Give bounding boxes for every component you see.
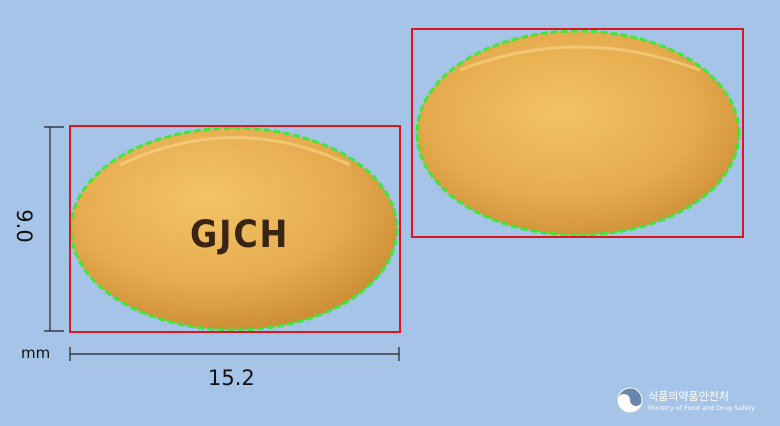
pill-front-bounding-box xyxy=(69,125,401,333)
unit-label: mm xyxy=(21,344,51,362)
pill-imprint-text: GJCH xyxy=(190,213,290,256)
ministry-name-english: Ministry of Food and Drug Safety xyxy=(648,404,755,412)
pill-back-bounding-box xyxy=(411,28,744,238)
height-dimension-line xyxy=(44,126,64,332)
length-dimension-line xyxy=(69,347,400,361)
pill-back xyxy=(415,29,741,237)
width-label: 9.0 xyxy=(12,209,36,243)
ministry-emblem-icon xyxy=(617,387,643,413)
length-label: 15.2 xyxy=(208,366,255,390)
pill-front xyxy=(69,126,399,332)
ministry-name-korean: 식품의약품안전처 xyxy=(648,390,729,403)
